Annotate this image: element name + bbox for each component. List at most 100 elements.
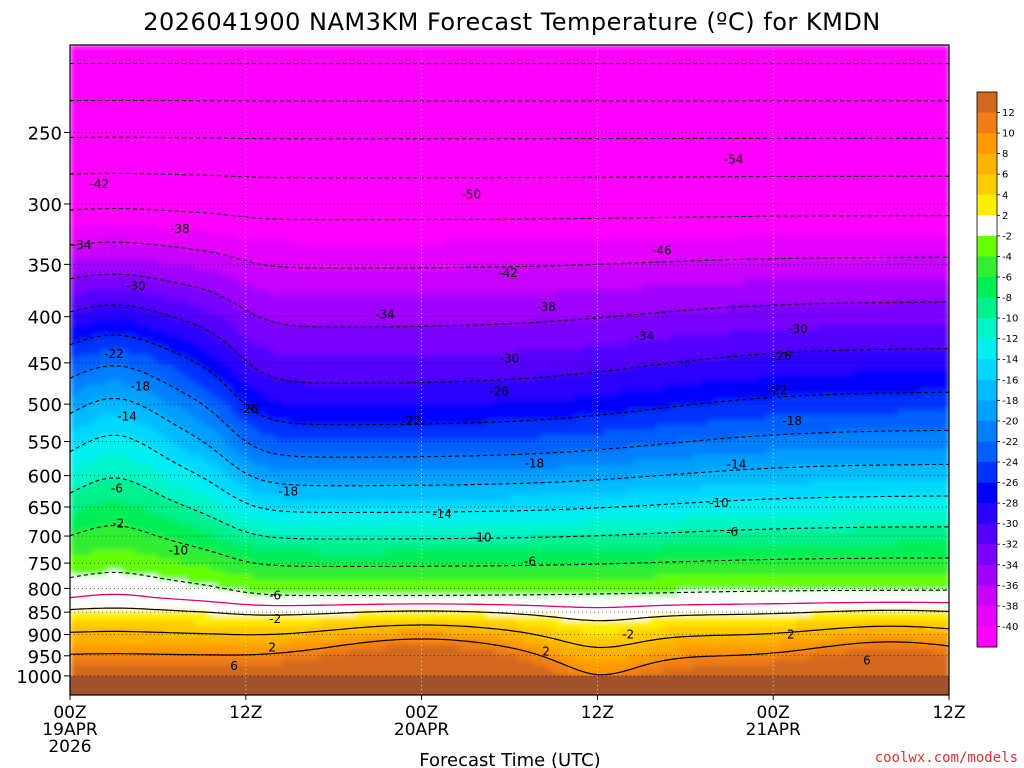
temperature-cell <box>253 660 262 666</box>
temperature-cell <box>223 590 232 596</box>
temperature-cell <box>275 245 284 251</box>
temperature-cell <box>165 330 174 336</box>
temperature-cell <box>223 395 232 401</box>
temperature-cell <box>326 70 335 76</box>
temperature-cell <box>223 505 232 511</box>
temperature-cell <box>253 650 262 656</box>
temperature-cell <box>223 255 232 261</box>
temperature-cell <box>165 65 174 71</box>
temperature-cell <box>128 385 137 391</box>
temperature-cell <box>157 600 166 606</box>
temperature-cell <box>106 660 115 666</box>
temperature-cell <box>187 290 196 296</box>
temperature-cell <box>209 560 218 566</box>
temperature-cell <box>143 430 152 436</box>
temperature-cell <box>282 395 291 401</box>
temperature-cell <box>216 105 225 111</box>
temperature-cell <box>289 315 298 321</box>
temperature-cell <box>282 75 291 81</box>
temperature-cell <box>326 350 335 356</box>
temperature-cell <box>319 65 327 71</box>
temperature-cell <box>121 540 130 546</box>
temperature-cell <box>245 105 254 111</box>
temperature-cell <box>201 340 210 346</box>
temperature-cell <box>113 505 122 511</box>
temperature-cell <box>289 235 298 241</box>
temperature-cell <box>260 635 269 641</box>
temperature-cell <box>91 610 100 616</box>
temperature-cell <box>223 570 232 576</box>
temperature-cell <box>216 235 225 241</box>
temperature-cell <box>113 275 122 281</box>
temperature-cell <box>201 175 210 181</box>
temperature-cell <box>209 165 218 171</box>
temperature-cell <box>267 125 276 131</box>
temperature-cell <box>245 665 254 671</box>
temperature-cell <box>223 230 232 236</box>
temperature-cell <box>304 430 313 436</box>
temperature-cell <box>113 120 122 126</box>
temperature-cell <box>348 310 357 316</box>
temperature-cell <box>245 95 254 101</box>
temperature-cell <box>106 220 115 226</box>
temperature-cell <box>304 490 313 496</box>
temperature-cell <box>223 335 232 341</box>
temperature-cell <box>91 470 100 476</box>
temperature-cell <box>91 460 100 466</box>
temperature-cell <box>326 335 335 341</box>
temperature-cell <box>326 115 335 121</box>
temperature-cell <box>216 625 225 631</box>
temperature-cell <box>253 230 262 236</box>
temperature-cell <box>157 545 166 551</box>
temperature-cell <box>304 110 313 116</box>
temperature-cell <box>304 500 313 506</box>
temperature-cell <box>333 380 342 386</box>
temperature-cell <box>297 635 305 641</box>
temperature-cell <box>91 540 100 546</box>
temperature-cell <box>150 180 159 186</box>
temperature-cell <box>253 635 262 641</box>
temperature-cell <box>128 460 137 466</box>
temperature-cell <box>326 95 335 101</box>
temperature-cell <box>216 555 225 561</box>
temperature-cell <box>209 90 218 96</box>
temperature-cell <box>70 580 78 586</box>
temperature-cell <box>128 485 137 491</box>
temperature-cell <box>194 415 203 421</box>
temperature-cell <box>231 625 240 631</box>
temperature-cell <box>113 460 122 466</box>
temperature-cell <box>319 565 327 571</box>
temperature-cell <box>216 265 225 271</box>
temperature-cell <box>201 105 210 111</box>
temperature-cell <box>289 100 298 106</box>
temperature-cell <box>260 120 269 126</box>
temperature-cell <box>319 85 327 91</box>
temperature-cell <box>209 620 218 626</box>
temperature-cell <box>216 615 225 621</box>
temperature-cell <box>260 320 269 326</box>
temperature-cell <box>135 430 144 436</box>
temperature-cell <box>260 595 269 601</box>
temperature-cell <box>201 375 210 381</box>
temperature-cell <box>319 255 327 261</box>
temperature-cell <box>289 640 298 646</box>
temperature-cell <box>165 245 174 251</box>
temperature-cell <box>128 480 137 486</box>
temperature-cell <box>275 590 284 596</box>
temperature-cell <box>297 570 305 576</box>
temperature-cell <box>157 110 166 116</box>
temperature-cell <box>70 440 78 446</box>
temperature-cell <box>113 190 122 196</box>
temperature-cell <box>172 435 181 441</box>
temperature-cell <box>113 80 122 86</box>
temperature-cell <box>209 235 218 241</box>
temperature-cell <box>267 400 276 406</box>
temperature-cell <box>245 365 254 371</box>
temperature-cell <box>304 105 313 111</box>
temperature-cell <box>333 645 342 651</box>
temperature-cell <box>304 640 313 646</box>
temperature-cell <box>216 160 225 166</box>
temperature-cell <box>304 665 313 671</box>
temperature-cell <box>113 370 122 376</box>
temperature-cell <box>128 465 137 471</box>
